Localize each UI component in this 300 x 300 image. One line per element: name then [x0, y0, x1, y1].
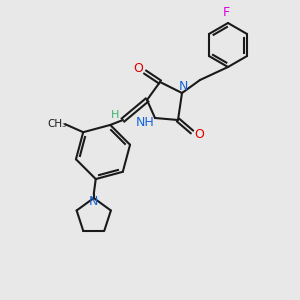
Text: NH: NH — [136, 116, 154, 130]
Text: O: O — [194, 128, 204, 142]
Text: N: N — [178, 80, 188, 92]
Text: O: O — [133, 62, 143, 76]
Text: F: F — [222, 7, 230, 20]
Text: N: N — [89, 194, 98, 208]
Text: CH₃: CH₃ — [48, 119, 67, 129]
Text: H: H — [111, 110, 119, 120]
